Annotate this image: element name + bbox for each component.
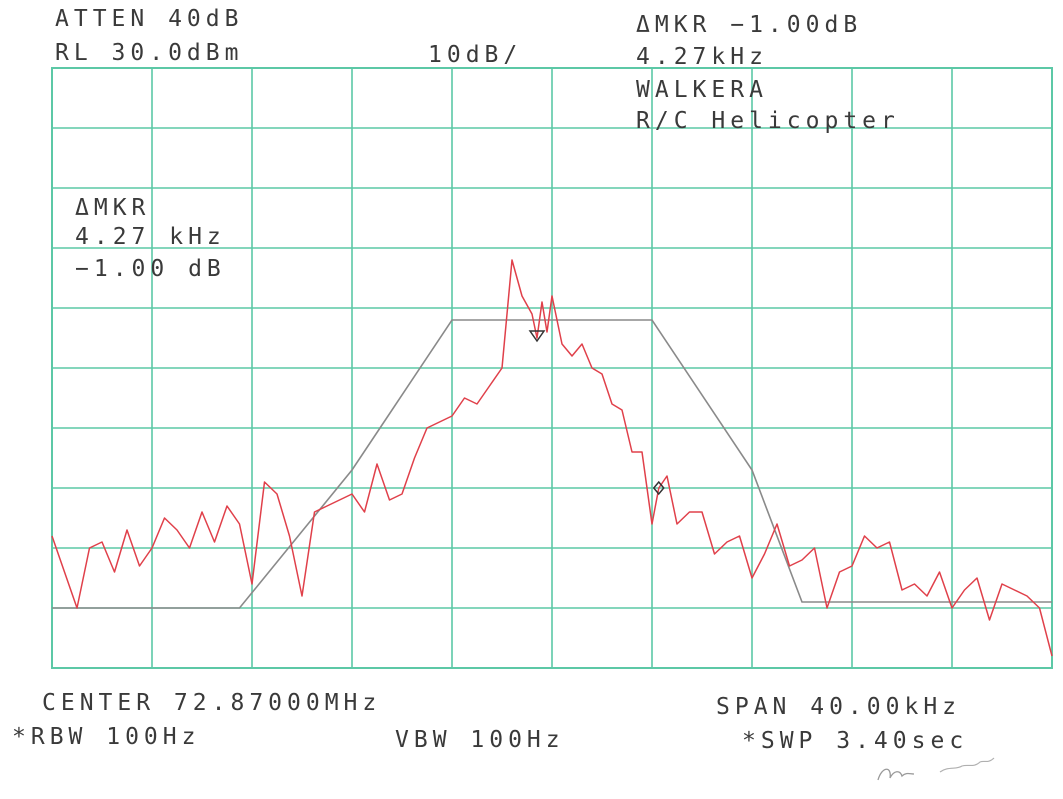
limit-mask-line — [52, 319, 1052, 609]
marker-box-freq: 4.27 kHz — [75, 224, 226, 250]
marker-box-level: −1.00 dB — [75, 256, 226, 282]
rbw-label: *RBW 100Hz — [12, 724, 201, 750]
spectrum-trace — [51, 259, 1053, 657]
delta-freq-label: 4.27kHz — [636, 44, 768, 70]
graticule — [52, 68, 1052, 668]
sweep-label: *SWP 3.40sec — [742, 728, 969, 754]
center-frequency-label: CENTER 72.87000MHz — [42, 690, 382, 716]
marker-box-label: ΔMKR — [75, 195, 151, 221]
delta-marker-icon — [652, 480, 665, 496]
reference-marker-icon — [528, 330, 546, 343]
device-line-2: R/C Helicopter — [636, 108, 900, 134]
atten-label: ATTEN 40dB — [55, 6, 244, 32]
signature-mark — [877, 757, 995, 781]
marker-group — [528, 330, 665, 496]
device-line-1: WALKERA — [636, 77, 768, 103]
delta-marker-label: ΔMKR −1.00dB — [636, 12, 863, 38]
vbw-label: VBW 100Hz — [395, 727, 565, 753]
scale-label: 10dB/ — [428, 42, 523, 68]
ref-level-label: RL 30.0dBm — [55, 40, 244, 66]
span-label: SPAN 40.00kHz — [716, 694, 962, 720]
